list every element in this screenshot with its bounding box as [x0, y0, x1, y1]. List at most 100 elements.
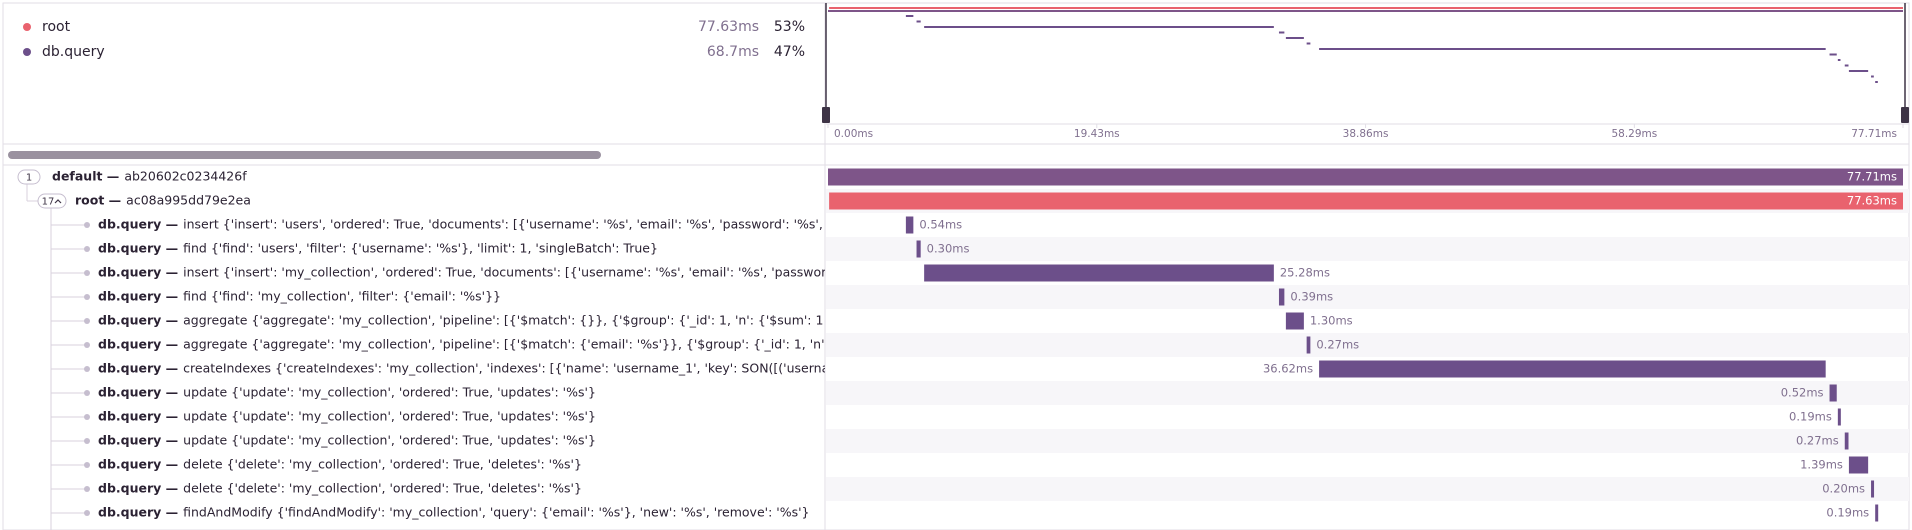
tree-node	[84, 270, 90, 276]
span-description[interactable]: aggregate {'aggregate': 'my_collection',…	[183, 337, 993, 352]
span-title: db.query —	[98, 289, 178, 304]
span-description[interactable]: findAndModify {'findAndModify': 'my_coll…	[183, 505, 809, 520]
legend-duration: 68.7ms	[707, 44, 759, 60]
span-description[interactable]: ab20602c0234426f	[124, 169, 247, 184]
span-description[interactable]: delete {'delete': 'my_collection', 'orde…	[183, 481, 582, 496]
duration-label: 0.30ms	[927, 242, 970, 256]
legend-name: db.query	[42, 44, 105, 60]
span-description[interactable]: update {'update': 'my_collection', 'orde…	[183, 409, 596, 424]
span-bar[interactable]	[828, 168, 1903, 186]
span-bar[interactable]	[1875, 504, 1879, 522]
legend-dot	[23, 48, 31, 56]
legend-duration: 77.63ms	[698, 19, 759, 35]
span-bar[interactable]	[1278, 288, 1285, 306]
tree-node	[84, 462, 90, 468]
minimap-span	[1319, 48, 1826, 50]
span-description[interactable]: find {'find': 'users', 'filter': {'usern…	[183, 241, 658, 256]
duration-label: 0.19ms	[1826, 506, 1869, 520]
duration-label: 0.52ms	[1781, 386, 1824, 400]
tree-node	[84, 246, 90, 252]
minimap-span	[916, 20, 921, 23]
tree-node	[84, 294, 90, 300]
minimap-span	[828, 10, 1903, 12]
duration-label: 25.28ms	[1280, 266, 1330, 280]
row-background	[826, 237, 1909, 261]
span-title: root —	[75, 193, 121, 208]
duration-label: 1.30ms	[1310, 314, 1353, 328]
minimap-span	[829, 7, 1903, 9]
span-description[interactable]: insert {'insert': 'users', 'ordered': Tr…	[183, 217, 905, 232]
span-description[interactable]: insert {'insert': 'my_collection', 'orde…	[183, 265, 972, 280]
span-title: db.query —	[98, 433, 178, 448]
minimap-span	[1844, 64, 1849, 67]
span-bar[interactable]	[1829, 384, 1837, 402]
span-title: default —	[52, 169, 119, 184]
span-description[interactable]: delete {'delete': 'my_collection', 'orde…	[183, 457, 582, 472]
duration-label: 0.39ms	[1290, 290, 1333, 304]
span-title: db.query —	[98, 217, 178, 232]
duration-label: 0.54ms	[919, 218, 962, 232]
span-description[interactable]: ac08a995dd79e2ea	[126, 193, 251, 208]
minimap-span	[1306, 42, 1311, 45]
span-title: db.query —	[98, 241, 178, 256]
tree-node	[84, 438, 90, 444]
span-bar[interactable]	[829, 192, 1903, 210]
window-handle[interactable]	[822, 107, 830, 123]
tree-node	[84, 318, 90, 324]
span-description[interactable]: update {'update': 'my_collection', 'orde…	[183, 433, 596, 448]
span-title: db.query —	[98, 457, 178, 472]
span-bar[interactable]	[924, 264, 1274, 282]
row-background	[826, 333, 1909, 357]
tree-node	[84, 510, 90, 516]
minimap-span	[1875, 81, 1878, 83]
span-bar[interactable]	[916, 240, 921, 258]
span-description[interactable]: aggregate {'aggregate': 'my_collection',…	[183, 313, 948, 328]
minimap-span	[1285, 37, 1304, 39]
span-description[interactable]: update {'update': 'my_collection', 'orde…	[183, 385, 596, 400]
row-background	[826, 429, 1909, 453]
span-bar[interactable]	[905, 216, 914, 234]
row-background	[826, 477, 1909, 501]
tick-label: 19.43ms	[1074, 128, 1120, 140]
tree-node	[84, 222, 90, 228]
minimap-span	[924, 26, 1274, 28]
window-handle[interactable]	[1901, 107, 1909, 123]
legend-dot	[23, 23, 31, 31]
tree-node	[84, 390, 90, 396]
chevron-icon	[54, 199, 62, 204]
span-title: db.query —	[98, 313, 178, 328]
duration-label: 0.27ms	[1316, 338, 1359, 352]
toggle-badge[interactable]	[17, 169, 41, 185]
minimap-span	[1837, 59, 1841, 61]
span-bar[interactable]	[1306, 336, 1311, 354]
span-bar[interactable]	[1285, 312, 1304, 330]
row-background	[826, 381, 1909, 405]
scrollbar[interactable]	[8, 151, 601, 159]
duration-label: 1.39ms	[1800, 458, 1843, 472]
minimap-span	[905, 15, 914, 17]
duration-label: 0.27ms	[1796, 434, 1839, 448]
duration-label: 77.63ms	[1847, 194, 1897, 208]
legend-percent: 53%	[774, 19, 805, 35]
duration-label: 36.62ms	[1263, 362, 1313, 376]
span-title: db.query —	[98, 337, 178, 352]
span-description[interactable]: createIndexes {'createIndexes': 'my_coll…	[183, 361, 904, 376]
tick-label: 38.86ms	[1343, 128, 1389, 140]
span-bar[interactable]	[1848, 456, 1869, 474]
span-description[interactable]: find {'find': 'my_collection', 'filter':…	[183, 289, 501, 304]
duration-label: 0.20ms	[1822, 482, 1865, 496]
toggle-badge[interactable]	[37, 193, 67, 209]
tree-node	[84, 342, 90, 348]
span-title: db.query —	[98, 265, 178, 280]
legend-name: root	[42, 19, 71, 35]
tick-label: 77.71ms	[1851, 128, 1897, 140]
minimap-span	[1848, 70, 1869, 72]
minimap-span	[1829, 53, 1837, 56]
span-bar[interactable]	[1319, 360, 1826, 378]
span-bar[interactable]	[1871, 480, 1875, 498]
span-bar[interactable]	[1837, 408, 1841, 426]
span-bar[interactable]	[1844, 432, 1849, 450]
tree-node	[84, 366, 90, 372]
